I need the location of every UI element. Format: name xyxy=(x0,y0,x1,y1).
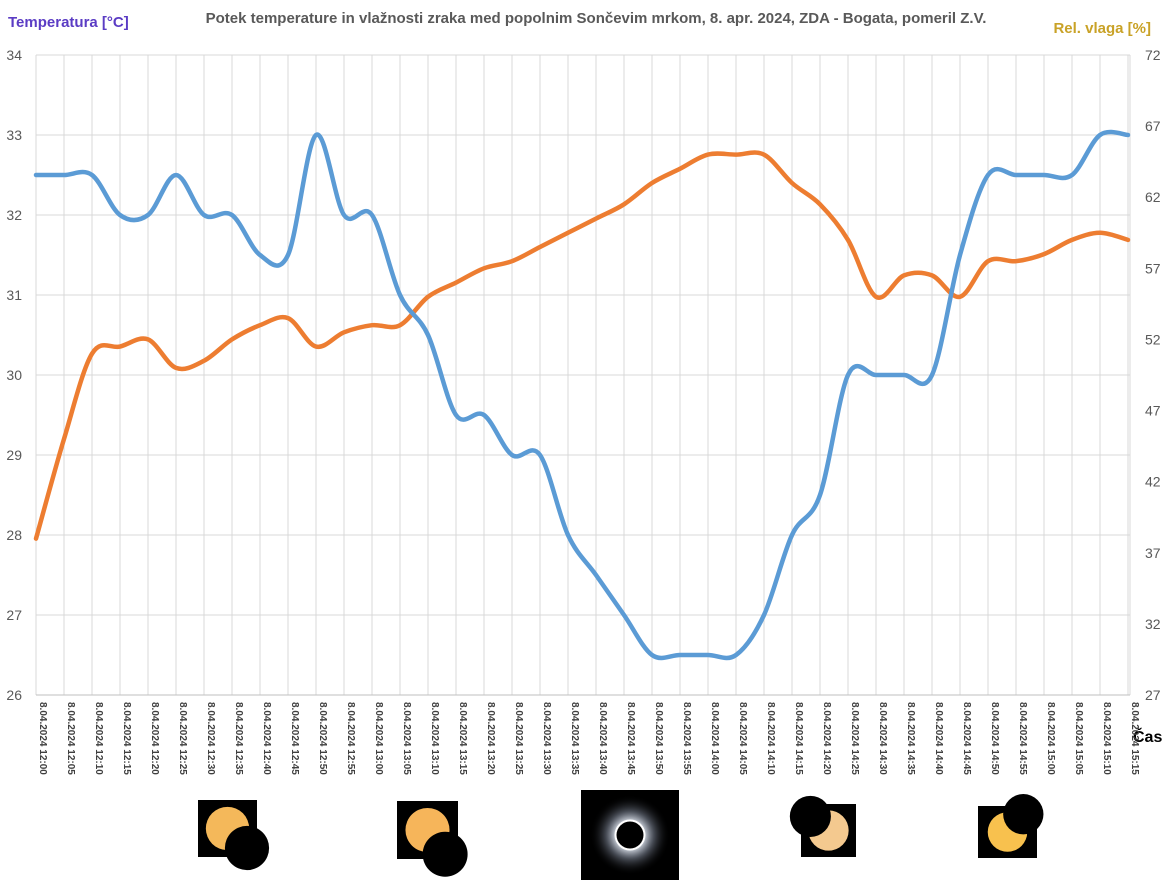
y-right-tick-label: 42 xyxy=(1145,474,1161,490)
x-tick-label: 8.04.2024 12:50 xyxy=(317,702,328,775)
x-tick-label: 8.04.2024 12:15 xyxy=(121,702,132,775)
x-tick-label: 8.04.2024 12:30 xyxy=(205,702,216,775)
eclipse-images xyxy=(198,790,1044,880)
x-tick-label: 8.04.2024 14:05 xyxy=(737,702,748,775)
temperature-series-line xyxy=(33,129,1131,661)
x-tick-label: 8.04.2024 13:00 xyxy=(373,702,384,775)
x-tick-label: 8.04.2024 13:30 xyxy=(541,702,552,775)
x-axis-label: Čas xyxy=(1133,727,1162,746)
x-tick-label: 8.04.2024 15:15 xyxy=(1129,702,1140,775)
y-left-tick-label: 26 xyxy=(6,687,22,703)
x-tick-label: 8.04.2024 15:00 xyxy=(1045,702,1056,775)
series xyxy=(33,129,1131,661)
y-ticks-left: 26 27 28 29 30 31 32 33 34 xyxy=(6,47,22,703)
x-tick-label: 8.04.2024 13:55 xyxy=(681,702,692,775)
y-left-tick-label: 32 xyxy=(6,207,22,223)
x-tick-label: 8.04.2024 15:05 xyxy=(1073,702,1084,775)
y-axis-left-label: Temperatura [°C] xyxy=(8,14,129,31)
y-right-tick-label: 27 xyxy=(1145,687,1161,703)
x-tick-label: 8.04.2024 14:40 xyxy=(933,702,944,775)
partial-eclipse-4-image xyxy=(978,794,1044,858)
x-tick-label: 8.04.2024 14:20 xyxy=(821,702,832,775)
x-tick-label: 8.04.2024 14:35 xyxy=(905,702,916,775)
x-tick-label: 8.04.2024 14:15 xyxy=(793,702,804,775)
x-tick-label: 8.04.2024 14:30 xyxy=(877,702,888,775)
grid xyxy=(35,54,1131,696)
x-tick-label: 8.04.2024 13:25 xyxy=(513,702,524,775)
x-tick-label: 8.04.2024 12:40 xyxy=(261,702,272,775)
x-tick-label: 8.04.2024 12:00 xyxy=(37,702,48,775)
y-right-tick-label: 47 xyxy=(1145,403,1161,419)
x-tick-label: 8.04.2024 15:10 xyxy=(1101,702,1112,775)
y-right-tick-label: 52 xyxy=(1145,331,1161,347)
x-tick-label: 8.04.2024 12:35 xyxy=(233,702,244,775)
y-ticks-right: 27 32 37 42 47 52 57 62 67 72 xyxy=(1145,47,1161,703)
chart-title: Potek temperature in vlažnosti zraka med… xyxy=(206,10,987,27)
x-tick-label: 8.04.2024 13:50 xyxy=(653,702,664,775)
x-tick-label: 8.04.2024 12:45 xyxy=(289,702,300,775)
y-left-tick-label: 27 xyxy=(6,607,22,623)
x-tick-label: 8.04.2024 14:45 xyxy=(961,702,972,775)
y-left-tick-label: 30 xyxy=(6,367,22,383)
x-tick-label: 8.04.2024 13:45 xyxy=(625,702,636,775)
x-tick-label: 8.04.2024 14:55 xyxy=(1017,702,1028,775)
x-tick-label: 8.04.2024 14:10 xyxy=(765,702,776,775)
x-tick-label: 8.04.2024 12:25 xyxy=(177,702,188,775)
x-tick-label: 8.04.2024 13:15 xyxy=(457,702,468,775)
y-right-tick-label: 67 xyxy=(1145,118,1161,134)
y-right-tick-label: 37 xyxy=(1145,545,1161,561)
y-right-tick-label: 32 xyxy=(1145,616,1161,632)
x-tick-label: 8.04.2024 13:05 xyxy=(401,702,412,775)
x-tick-label: 8.04.2024 12:55 xyxy=(345,702,356,775)
x-tick-label: 8.04.2024 14:50 xyxy=(989,702,1000,775)
y-axis-right-label: Rel. vlaga [%] xyxy=(1053,20,1151,37)
x-tick-label: 8.04.2024 13:35 xyxy=(569,702,580,775)
y-left-tick-label: 28 xyxy=(6,527,22,543)
x-tick-label: 8.04.2024 12:10 xyxy=(93,702,104,775)
partial-eclipse-1-image xyxy=(198,800,270,871)
partial-eclipse-3-image xyxy=(789,795,856,857)
x-ticks: 8.04.2024 12:00 8.04.2024 12:05 8.04.2024 … xyxy=(37,702,1140,775)
x-tick-label: 8.04.2024 13:40 xyxy=(597,702,608,775)
y-left-tick-label: 29 xyxy=(6,447,22,463)
x-tick-label: 8.04.2024 12:20 xyxy=(149,702,160,775)
partial-eclipse-2-image xyxy=(397,801,468,877)
y-right-tick-label: 57 xyxy=(1145,260,1161,276)
humidity-series-line xyxy=(33,150,1131,541)
totality-image xyxy=(581,790,679,880)
y-left-tick-label: 34 xyxy=(6,47,22,63)
x-tick-label: 8.04.2024 13:20 xyxy=(485,702,496,775)
x-tick-label: 8.04.2024 14:00 xyxy=(709,702,720,775)
x-tick-label: 8.04.2024 12:05 xyxy=(65,702,76,775)
y-left-tick-label: 33 xyxy=(6,127,22,143)
y-right-tick-label: 62 xyxy=(1145,189,1161,205)
y-right-tick-label: 72 xyxy=(1145,47,1161,63)
x-tick-label: 8.04.2024 13:10 xyxy=(429,702,440,775)
x-tick-label: 8.04.2024 14:25 xyxy=(849,702,860,775)
y-left-tick-label: 31 xyxy=(6,287,22,303)
